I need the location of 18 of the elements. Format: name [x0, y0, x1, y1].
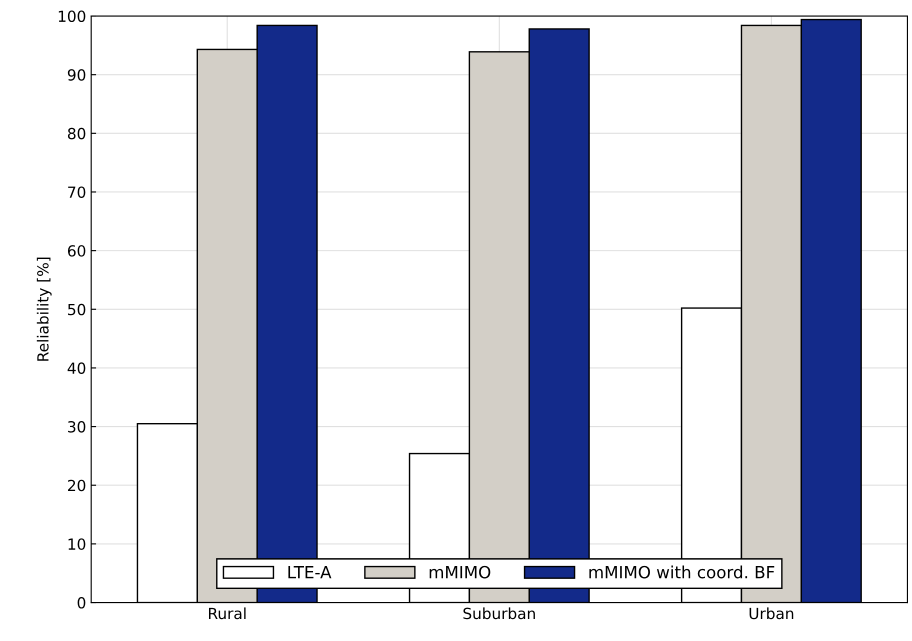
y-tick-label: 40 [68, 362, 86, 374]
y-tick-label: 60 [68, 245, 86, 257]
legend-label: LTE-A [288, 566, 332, 578]
y-tick-label: 70 [68, 186, 86, 198]
y-tick-label: 30 [68, 421, 86, 433]
y-tick-label: 80 [68, 128, 86, 140]
y-axis-title: Reliability [%] [36, 258, 52, 361]
y-tick-label: 100 [58, 10, 86, 22]
x-tick-label: Rural [208, 607, 246, 620]
legend-label: mMIMO [430, 566, 490, 578]
y-tick-label: 20 [68, 480, 86, 492]
x-tick-label: Suburban [463, 607, 535, 620]
legend-label: mMIMO with coord. BF [589, 566, 774, 578]
y-tick-label: 0 [78, 597, 86, 609]
y-tick-label: 50 [68, 304, 86, 316]
y-tick-label: 10 [68, 538, 86, 550]
y-tick-label: 90 [68, 69, 86, 81]
x-tick-label: Urban [750, 607, 794, 620]
